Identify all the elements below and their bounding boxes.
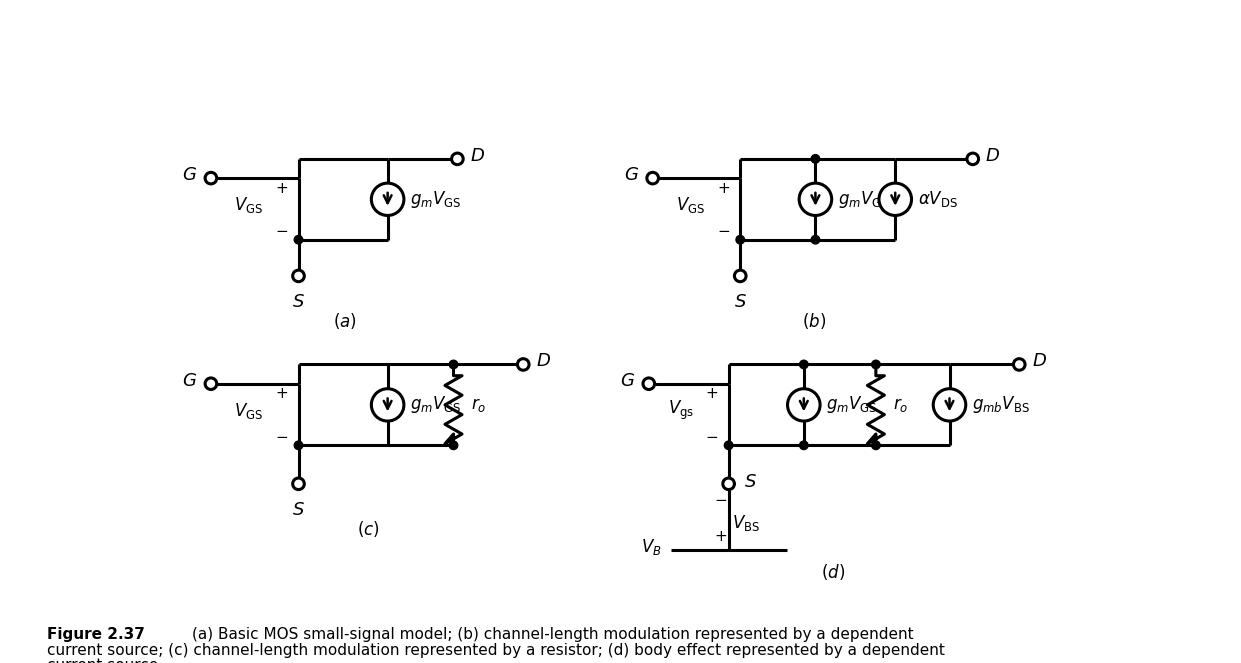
Text: $G$: $G$ — [619, 372, 635, 390]
Text: $V_{\mathrm{GS}}$: $V_{\mathrm{GS}}$ — [235, 195, 263, 215]
Circle shape — [294, 441, 303, 450]
Text: $g_{mb} V_{\mathrm{BS}}$: $g_{mb} V_{\mathrm{BS}}$ — [972, 394, 1030, 416]
Text: $D$: $D$ — [985, 147, 1000, 165]
Text: $-$: $-$ — [717, 222, 730, 237]
Text: $S$: $S$ — [292, 293, 305, 311]
Circle shape — [812, 154, 820, 163]
Text: $V_B$: $V_B$ — [640, 537, 661, 557]
Text: $+$: $+$ — [276, 180, 288, 196]
Circle shape — [205, 378, 217, 389]
Circle shape — [933, 389, 965, 421]
Text: $D$: $D$ — [536, 352, 551, 371]
Circle shape — [1014, 359, 1025, 370]
Text: $V_{\mathrm{GS}}$: $V_{\mathrm{GS}}$ — [676, 195, 705, 215]
Text: $S$: $S$ — [733, 293, 747, 311]
Circle shape — [736, 235, 745, 244]
Text: $-$: $-$ — [276, 428, 288, 443]
Text: $S$: $S$ — [292, 501, 305, 518]
Text: $g_m V_{\mathrm{GS}}$: $g_m V_{\mathrm{GS}}$ — [410, 189, 462, 210]
Text: (a) Basic MOS small-signal model; (b) channel-length modulation represented by a: (a) Basic MOS small-signal model; (b) ch… — [192, 627, 913, 642]
Circle shape — [799, 441, 808, 450]
Text: $g_m V_{\mathrm{GS}}$: $g_m V_{\mathrm{GS}}$ — [838, 189, 890, 210]
Circle shape — [725, 441, 733, 450]
Text: $-$: $-$ — [705, 428, 719, 443]
Circle shape — [449, 441, 458, 450]
Text: $G$: $G$ — [624, 166, 639, 184]
Circle shape — [647, 172, 659, 184]
Text: $+$: $+$ — [276, 387, 288, 401]
Circle shape — [812, 235, 820, 244]
Text: $D$: $D$ — [1031, 352, 1046, 371]
Circle shape — [735, 270, 746, 282]
Circle shape — [722, 478, 735, 489]
Text: $r_o$: $r_o$ — [470, 396, 486, 414]
Text: $(c)$: $(c)$ — [357, 519, 380, 539]
Text: $S$: $S$ — [745, 473, 757, 491]
Circle shape — [967, 153, 979, 164]
Text: $(d)$: $(d)$ — [822, 562, 845, 582]
Text: $r_o$: $r_o$ — [894, 396, 908, 414]
Circle shape — [293, 270, 304, 282]
Text: $+$: $+$ — [715, 528, 727, 544]
Text: $-$: $-$ — [715, 491, 727, 506]
Text: $(b)$: $(b)$ — [802, 312, 827, 332]
Circle shape — [799, 360, 808, 369]
Text: $g_m V_{\mathrm{GS}}$: $g_m V_{\mathrm{GS}}$ — [410, 394, 462, 416]
Circle shape — [879, 183, 912, 215]
Circle shape — [205, 172, 217, 184]
Text: Figure 2.37: Figure 2.37 — [47, 627, 145, 642]
Circle shape — [294, 235, 303, 244]
Text: $V_{\mathrm{gs}}$: $V_{\mathrm{gs}}$ — [668, 399, 694, 422]
Text: $G$: $G$ — [182, 166, 197, 184]
Circle shape — [449, 360, 458, 369]
Text: $-$: $-$ — [276, 222, 288, 237]
Circle shape — [871, 441, 880, 450]
Text: $G$: $G$ — [182, 372, 197, 390]
Circle shape — [643, 378, 654, 389]
Circle shape — [452, 153, 463, 164]
Circle shape — [871, 360, 880, 369]
Text: $V_{\mathrm{GS}}$: $V_{\mathrm{GS}}$ — [235, 400, 263, 420]
Circle shape — [293, 478, 304, 489]
Text: $+$: $+$ — [717, 180, 730, 196]
Circle shape — [788, 389, 820, 421]
Text: $\alpha V_{\mathrm{DS}}$: $\alpha V_{\mathrm{DS}}$ — [918, 190, 958, 210]
Text: current source; (c) channel-length modulation represented by a resistor; (d) bod: current source; (c) channel-length modul… — [47, 643, 946, 658]
Circle shape — [371, 389, 403, 421]
Circle shape — [799, 183, 831, 215]
Text: $+$: $+$ — [705, 387, 719, 401]
Circle shape — [371, 183, 403, 215]
Text: $g_m V_{\mathrm{GS}}$: $g_m V_{\mathrm{GS}}$ — [827, 394, 877, 416]
Circle shape — [517, 359, 529, 370]
Text: $D$: $D$ — [470, 147, 485, 165]
Text: $V_{\mathrm{BS}}$: $V_{\mathrm{BS}}$ — [732, 513, 761, 533]
Text: current source.: current source. — [47, 658, 164, 663]
Text: $(a)$: $(a)$ — [333, 312, 357, 332]
